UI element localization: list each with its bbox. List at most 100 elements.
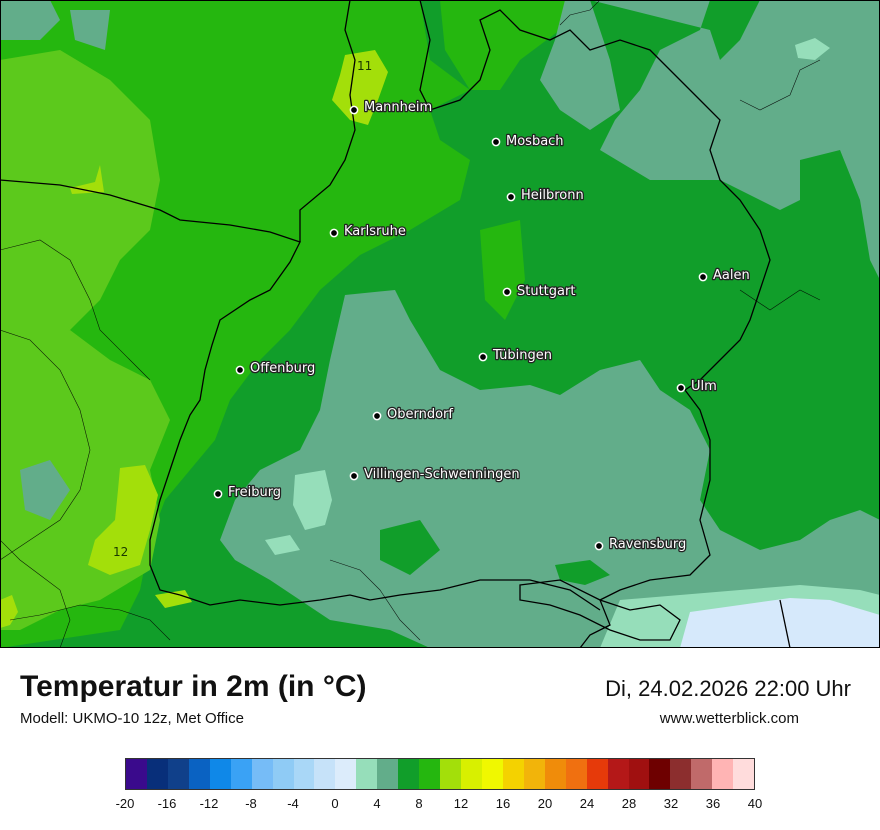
city-oberndorf: Oberndorf <box>372 406 455 423</box>
colorbar-swatch <box>461 759 482 789</box>
city-label: Mannheim <box>364 100 432 115</box>
temperature-zone-6-8 <box>20 460 70 520</box>
city-label: Aalen <box>713 268 750 283</box>
temperature-zone-4-6 <box>293 470 332 530</box>
borders <box>0 0 791 648</box>
colorbar-swatch <box>607 759 629 789</box>
colorbar-swatch <box>272 759 294 789</box>
colorbar-tick-label: 12 <box>453 796 469 811</box>
city-label: Mosbach <box>506 134 564 149</box>
footer: Temperatur in 2m (in °C) Modell: UKMO-10… <box>0 648 880 830</box>
temperature-zone-6-8 <box>590 0 880 280</box>
temperature-zone-6-8 <box>0 0 60 40</box>
colorbar-swatch <box>188 759 210 789</box>
city-dot <box>213 489 223 499</box>
colorbar-swatch <box>523 759 545 789</box>
colorbar-swatch <box>440 759 461 789</box>
colorbar-swatch <box>670 759 692 789</box>
city-tuebingen: Tübingen <box>478 347 553 364</box>
city-label: Stuttgart <box>517 284 575 299</box>
state-border-northeast <box>419 0 771 648</box>
city-label: Ulm <box>691 379 717 394</box>
colorbar-swatch <box>209 759 231 789</box>
city-dot <box>491 137 501 147</box>
district-borders <box>0 0 821 648</box>
city-dot <box>594 541 604 551</box>
temperature-zone-10-12 <box>440 0 580 90</box>
city-dot <box>478 352 488 362</box>
colorbar-swatch <box>314 759 336 789</box>
colorbar-swatch <box>481 759 503 789</box>
colorbar-tick-label: 36 <box>705 796 721 811</box>
city-villingen-schwenningen: Villingen-Schwenningen <box>349 466 521 483</box>
city-dot <box>372 411 382 421</box>
colorbar-tick-label: 0 <box>331 796 339 811</box>
colorbar-tick-label: -16 <box>157 796 177 811</box>
colorbar-swatch <box>251 759 273 789</box>
colorbar-swatch <box>733 759 755 789</box>
temperature-zone-12 <box>88 465 158 575</box>
colorbar-swatch <box>544 759 566 789</box>
temperature-zone-12 <box>155 590 192 608</box>
colorbar-swatch <box>230 759 252 789</box>
city-label: Villingen-Schwenningen <box>364 467 520 482</box>
city-offenburg: Offenburg <box>235 360 317 377</box>
colorbar-tick-label: 20 <box>537 796 553 811</box>
colorbar-swatch <box>146 759 168 789</box>
colorbar-swatch <box>628 759 650 789</box>
temperature-zone-10-12 <box>480 220 525 320</box>
state-border-rhine <box>0 179 301 596</box>
city-dot <box>329 228 339 238</box>
colorbar-swatch <box>335 759 357 789</box>
city-dot <box>506 192 516 202</box>
colorbar-tick-label: 24 <box>579 796 595 811</box>
district-border <box>0 239 151 381</box>
colorbar-tick-label: -12 <box>199 796 219 811</box>
city-label: Ravensburg <box>609 537 686 552</box>
colorbar-tick-label: 16 <box>495 796 511 811</box>
city-ravensburg: Ravensburg <box>594 536 688 553</box>
colorbar-tick-label: -4 <box>287 796 299 811</box>
temperature-zone-12 <box>332 50 388 125</box>
city-dot <box>676 383 686 393</box>
district-border <box>559 0 601 26</box>
state-border-north <box>299 0 356 242</box>
colorbar-swatch <box>356 759 378 789</box>
isotherm-label: 12 <box>113 545 128 559</box>
colorbar-swatch <box>293 759 315 789</box>
website-link[interactable]: www.wetterblick.com <box>659 710 799 727</box>
district-border <box>9 604 171 641</box>
colorbar-swatch <box>586 759 608 789</box>
temperature-zone-6-8 <box>70 10 110 50</box>
temperature-zone-12 <box>70 165 104 194</box>
city-label: Karlsruhe <box>344 224 406 239</box>
district-border <box>0 329 91 561</box>
city-label: Oberndorf <box>387 407 453 422</box>
colorbar-tick-label: 40 <box>747 796 763 811</box>
city-label: Tübingen <box>492 348 552 363</box>
colorbar-tick-label: 8 <box>415 796 423 811</box>
temperature-zone-11-12 <box>0 50 160 340</box>
colorbar-swatch <box>126 759 147 789</box>
city-dot <box>349 105 359 115</box>
temperature-map: 11 12 Mannheim Mosbach Heilbronn Karlsru… <box>0 0 880 648</box>
city-mosbach: Mosbach <box>491 133 565 150</box>
colorbar-swatch <box>691 759 713 789</box>
isotherm-label: 11 <box>357 59 372 73</box>
temperature-zone-4-6 <box>795 38 830 60</box>
city-label: Offenburg <box>250 361 315 376</box>
city-heilbronn: Heilbronn <box>506 187 585 204</box>
city-dot <box>502 287 512 297</box>
colorbar-ticks: -20 -16 -12 -8 -4 0 4 8 12 16 20 24 28 32 36 40 <box>116 796 763 816</box>
colorbar-swatch <box>398 759 420 789</box>
temperature-zone-6-8 <box>540 0 620 130</box>
colorbar-tick-label: -20 <box>115 796 135 811</box>
city-dot <box>349 471 359 481</box>
district-border <box>0 539 71 648</box>
city-freiburg: Freiburg <box>213 484 282 501</box>
colorbar-swatch <box>649 759 671 789</box>
city-karlsruhe: Karlsruhe <box>329 223 407 240</box>
city-label: Freiburg <box>228 485 281 500</box>
map-title: Temperatur in 2m (in °C) <box>20 670 367 703</box>
temperature-zone-8-10 <box>380 520 440 575</box>
